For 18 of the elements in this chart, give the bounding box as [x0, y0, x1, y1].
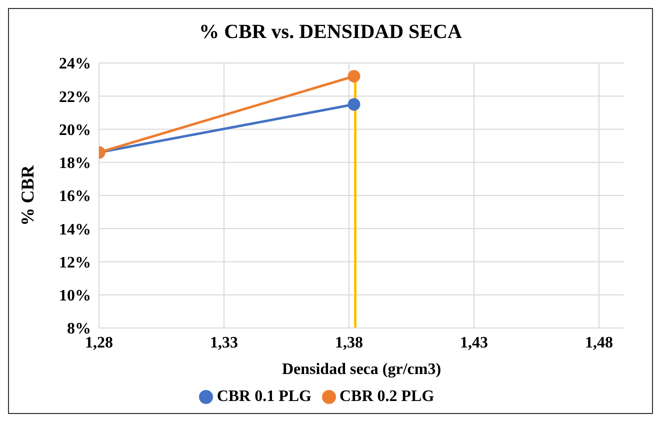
y-tick-label: 14%: [59, 221, 91, 238]
y-tick-label: 12%: [59, 254, 91, 272]
y-tick-label: 22%: [59, 88, 91, 106]
x-tick-label: 1,38: [335, 334, 363, 352]
x-tick-label: 1,33: [210, 334, 238, 352]
point: [348, 98, 360, 111]
x-tick-label: 1,43: [460, 334, 488, 352]
y-tick-label: 24%: [59, 56, 91, 73]
y-tick-label: 20%: [59, 122, 91, 139]
chart-title: % CBR vs. DENSIDAD SECA: [198, 20, 463, 45]
y-tick-label: 16%: [59, 188, 91, 206]
y-tick-label: 18%: [59, 155, 91, 172]
legend-label: CBR 0.2 PLG: [340, 388, 434, 405]
y-tick-label: 10%: [59, 288, 91, 305]
legend-label: CBR 0.1 PLG: [216, 388, 312, 405]
x-axis-title: Densidad seca (gr/cm3): [282, 361, 442, 378]
x-tick-label: 1,48: [585, 334, 613, 352]
y-axis-title: % CBR: [17, 164, 38, 226]
